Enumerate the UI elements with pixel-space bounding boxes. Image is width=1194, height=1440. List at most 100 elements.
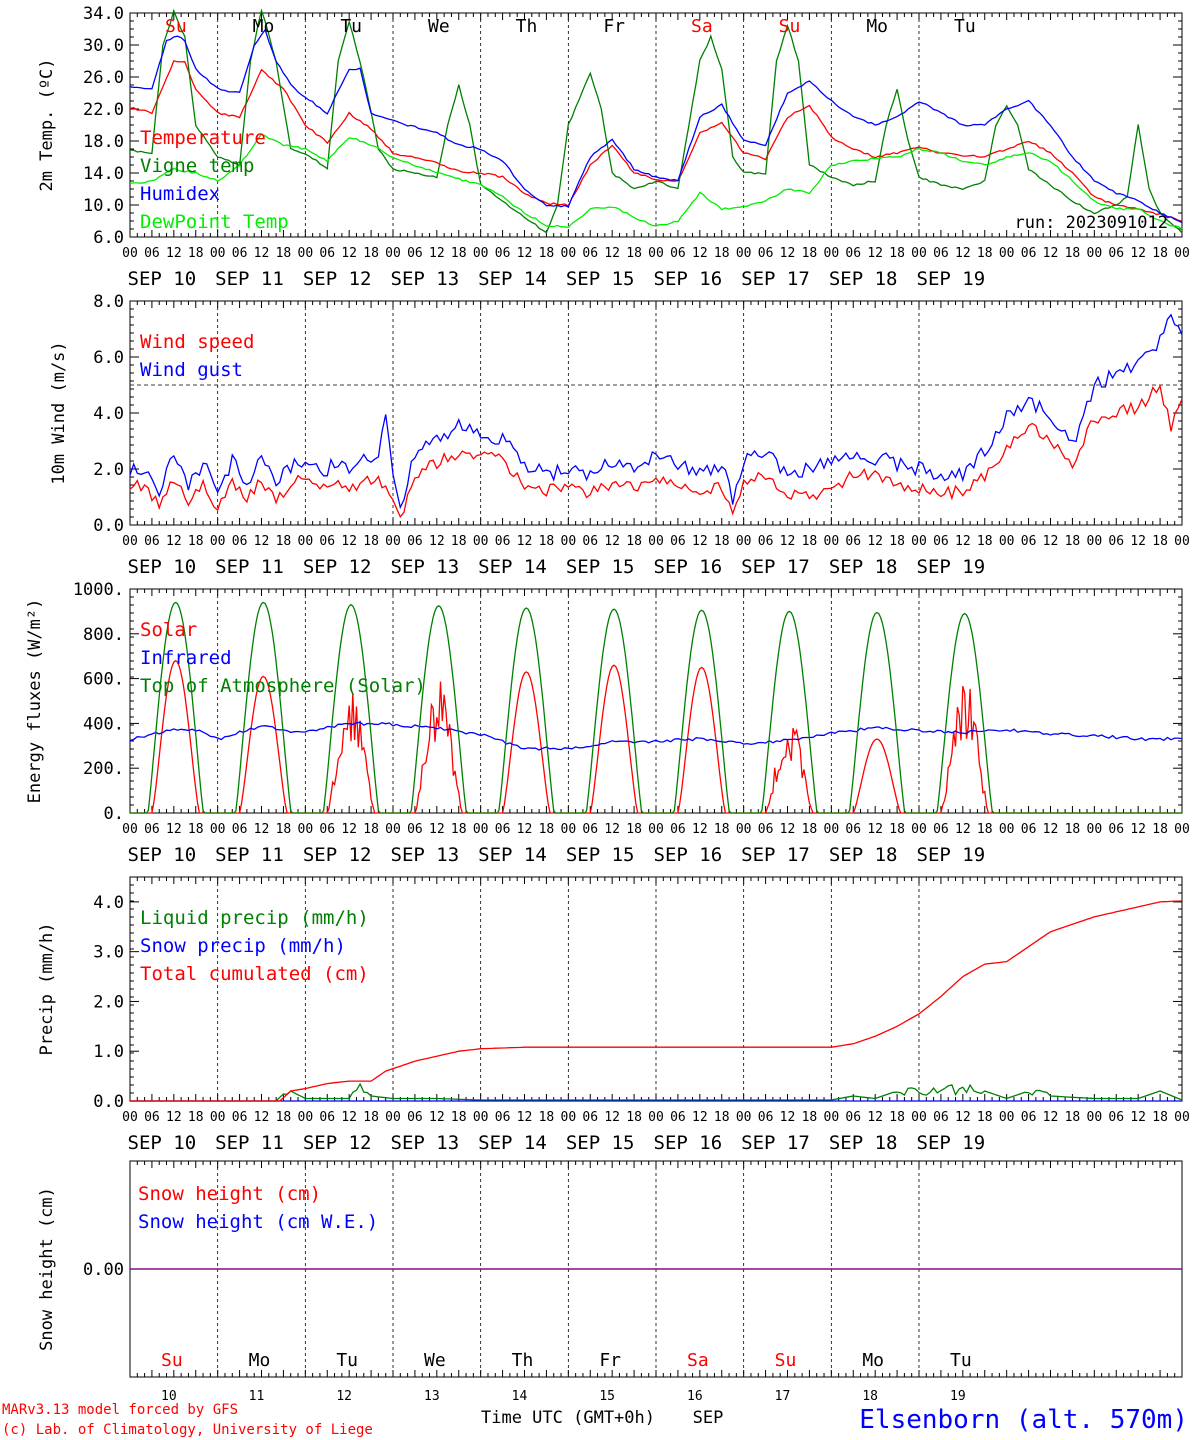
day-number-label: 14 (512, 1389, 528, 1404)
y-tick-label: 0.00 (83, 1260, 124, 1280)
hour-label: 00 (999, 822, 1015, 837)
date-label: SEP 19 (917, 268, 986, 290)
y-tick-label: 600. (83, 670, 124, 690)
hour-label: 12 (341, 822, 357, 837)
y-tick-label: 0. (104, 804, 124, 824)
hour-label: 06 (1021, 246, 1037, 261)
hour-label: 00 (648, 246, 664, 261)
hour-label: 18 (363, 822, 379, 837)
hour-label: 00 (298, 534, 314, 549)
day-label: Tu (340, 16, 362, 37)
series-line-infrared (129, 721, 1183, 751)
y-tick-label: 400. (83, 714, 124, 734)
hour-label: 18 (714, 534, 730, 549)
hour-label: 06 (232, 822, 248, 837)
date-label: SEP 16 (654, 844, 723, 866)
hour-label: 12 (1130, 822, 1146, 837)
day-label: Su (775, 1350, 797, 1371)
day-label: Fr (603, 16, 625, 37)
hour-label: 06 (495, 246, 511, 261)
hour-label: 18 (363, 1110, 379, 1125)
hour-label: 06 (845, 1110, 861, 1125)
hour-label: 12 (604, 1110, 620, 1125)
hour-label: 18 (977, 246, 993, 261)
hour-label: 18 (1152, 246, 1168, 261)
hour-label: 00 (999, 246, 1015, 261)
hour-label: 06 (582, 534, 598, 549)
hour-label: 18 (802, 822, 818, 837)
legend-label: Snow height (cm) (138, 1183, 321, 1205)
hour-label: 06 (845, 246, 861, 261)
date-label: SEP 15 (566, 844, 635, 866)
hour-label: 12 (517, 534, 533, 549)
hour-label: 06 (670, 246, 686, 261)
hour-label: 12 (1043, 534, 1059, 549)
hour-label: 12 (955, 246, 971, 261)
hour-label: 12 (1130, 534, 1146, 549)
day-number-label: 12 (336, 1389, 352, 1404)
hour-label: 06 (758, 534, 774, 549)
date-label: SEP 17 (741, 844, 810, 866)
hour-label: 00 (561, 1110, 577, 1125)
date-label: SEP 11 (215, 556, 284, 578)
series-line-liquid-precip-mm-h (130, 1082, 1183, 1102)
day-label: Sa (691, 16, 713, 37)
hour-label: 12 (955, 534, 971, 549)
date-label: SEP 11 (215, 1132, 284, 1154)
hour-label: 12 (166, 534, 182, 549)
hour-label: 18 (977, 822, 993, 837)
hour-label: 12 (1130, 246, 1146, 261)
hour-label: 06 (758, 822, 774, 837)
hour-label: 06 (758, 246, 774, 261)
hour-label: 12 (692, 1110, 708, 1125)
hour-label: 18 (802, 534, 818, 549)
hour-label: 12 (867, 246, 883, 261)
y-tick-label: 26.0 (83, 68, 124, 88)
hour-label: 18 (451, 1110, 467, 1125)
hour-label: 00 (1087, 1110, 1103, 1125)
y-tick-label: 6.0 (93, 348, 124, 368)
legend-label: Wind speed (140, 331, 254, 353)
legend-label: Wind gust (140, 359, 243, 381)
hour-label: 18 (626, 246, 642, 261)
hour-label: 18 (363, 534, 379, 549)
hour-label: 12 (429, 246, 445, 261)
day-label: Th (512, 1350, 534, 1371)
date-label: SEP 17 (741, 1132, 810, 1154)
hour-label: 00 (298, 246, 314, 261)
chart-panels: 6.0 10.0 14.0 18.0 22.0 26.0 30.0 34.0 2m Temp. … (25, 4, 1190, 1404)
hour-label: 18 (539, 246, 555, 261)
hour-label: 12 (517, 1110, 533, 1125)
date-label: SEP 14 (478, 844, 547, 866)
hour-label: 12 (341, 246, 357, 261)
hour-label: 12 (867, 822, 883, 837)
series-line-wind-gust (129, 313, 1183, 510)
hour-label: 06 (144, 822, 160, 837)
x-axis-title: Time UTC (GMT+0h) (481, 1408, 655, 1428)
legend-label: Total cumulated (cm) (140, 963, 369, 985)
hour-label: 00 (999, 534, 1015, 549)
panel-4: 0.0 1.0 2.0 3.0 4.0 Precip (mm/h) Liquid preci… (37, 876, 1190, 1154)
hour-label: 00 (473, 1110, 489, 1125)
hour-label: 00 (911, 1110, 927, 1125)
hour-label: 12 (166, 246, 182, 261)
hour-label: 12 (341, 534, 357, 549)
date-label: SEP 10 (128, 1132, 197, 1154)
hour-label: 06 (845, 534, 861, 549)
hour-label: 00 (1174, 246, 1190, 261)
day-label: Tu (336, 1350, 358, 1371)
day-label: Th (516, 16, 538, 37)
hour-label: 00 (473, 822, 489, 837)
hour-label: 00 (648, 534, 664, 549)
hour-label: 00 (385, 1110, 401, 1125)
hour-label: 18 (1065, 822, 1081, 837)
day-number-label: 16 (687, 1389, 703, 1404)
y-tick-label: 4.0 (93, 893, 124, 913)
y-tick-label: 8.0 (93, 292, 124, 312)
hour-label: 06 (670, 822, 686, 837)
series-line-top-of-atmosphere-solar (130, 601, 1182, 814)
legend-label: Snow precip (mm/h) (140, 935, 346, 957)
hour-label: 12 (254, 534, 270, 549)
date-label: SEP 17 (741, 556, 810, 578)
